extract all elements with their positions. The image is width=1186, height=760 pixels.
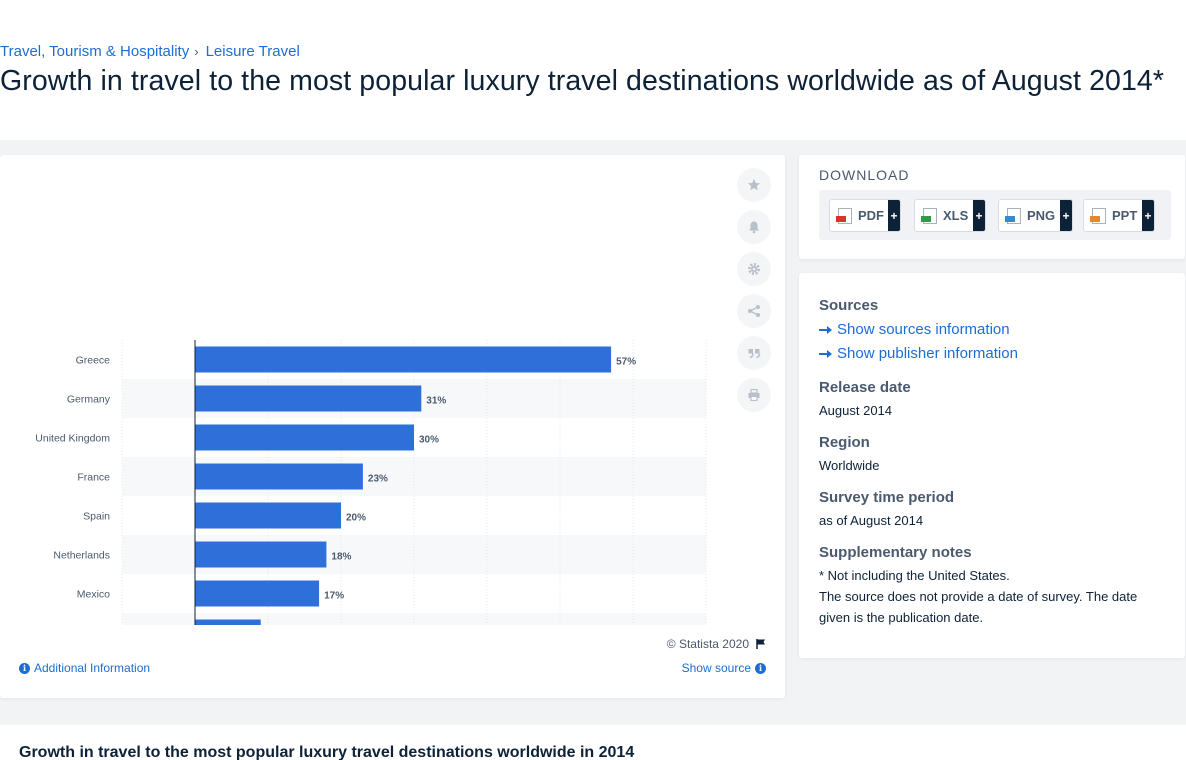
download-png-button[interactable]: PNG + [998,199,1073,232]
gear-icon[interactable] [737,252,771,286]
share-icon[interactable] [737,294,771,328]
pdf-file-icon [836,207,852,224]
bar [195,580,320,607]
bar [195,541,327,568]
breadcrumb: Travel, Tourism & Hospitality › Leisure … [0,43,300,60]
png-file-icon [1005,207,1021,224]
bar [195,385,422,412]
data-label: 23% [368,474,388,485]
data-label: 30% [419,435,439,446]
download-ppt-button[interactable]: PPT + [1083,199,1155,232]
category-label: Netherlands [53,550,110,562]
breadcrumb-link-travel[interactable]: Travel, Tourism & Hospitality [0,43,190,60]
region-value: Worldwide [819,458,880,473]
bottom-section [0,725,1186,760]
plus-icon: + [888,200,900,231]
download-card: DOWNLOAD PDF + XLS + PNG + PPT + [799,155,1185,259]
region-heading: Region [819,434,870,451]
category-label: United Kingdom [35,433,110,445]
chart-card: Greece 57% Germany 31% United Kingdom 30% Fran… [0,155,785,698]
xls-file-icon [921,207,937,224]
download-buttons: PDF + XLS + PNG + PPT + [819,190,1171,240]
statistic-info-card: Sources Show sources information Show pu… [799,273,1185,658]
bar [195,502,341,529]
info-icon: i [755,662,766,674]
ppt-file-icon [1090,207,1106,224]
data-label: 20% [346,513,366,524]
flag-icon[interactable] [755,638,767,650]
bell-icon[interactable] [737,210,771,244]
plus-icon: + [973,200,985,231]
show-source-label: Show source [681,661,751,675]
download-png-label: PNG [1027,208,1056,223]
sources-heading: Sources [819,297,879,314]
data-label: 31% [426,396,446,407]
copyright-notice: © Statista 2020 [667,637,767,651]
category-label: Germany [67,394,111,406]
plus-icon: + [1060,200,1072,231]
bar [195,346,612,373]
download-pdf-button[interactable]: PDF + [829,199,901,232]
copyright-text: © Statista 2020 [666,637,749,651]
arrow-right-icon [819,349,832,358]
quote-icon[interactable] [737,336,771,370]
download-title: DOWNLOAD [819,167,910,183]
arrow-right-icon [819,325,832,334]
download-ppt-label: PPT [1112,208,1138,223]
info-icon: i [19,662,30,674]
data-label: 57% [616,357,636,368]
show-source-link[interactable]: Show source i [682,661,766,675]
bar [195,424,414,451]
bar [195,619,261,625]
supplementary-note-2: The source does not provide a date of su… [819,589,1138,625]
additional-info-label: Additional Information [34,661,151,675]
bottom-section-title: Growth in travel to the most popular lux… [19,744,635,760]
chart-toolbar [737,168,773,420]
show-sources-link[interactable]: Show sources information [819,321,1010,338]
show-sources-label: Show sources information [837,321,1010,338]
show-publisher-label: Show publisher information [837,345,1018,362]
star-icon[interactable] [737,168,771,202]
breadcrumb-separator: › [194,44,199,59]
top-bar [0,0,1186,36]
data-label: 17% [324,591,344,602]
download-xls-button[interactable]: XLS + [914,199,986,232]
additional-info-link[interactable]: i Additional Information [19,661,150,675]
breadcrumb-link-leisure[interactable]: Leisure Travel [205,43,300,60]
release-date-heading: Release date [819,379,911,396]
data-label: 18% [331,552,351,563]
show-publisher-link[interactable]: Show publisher information [819,345,1018,362]
download-pdf-label: PDF [858,208,884,223]
plus-icon: + [1142,200,1154,231]
supplementary-note-1: * Not including the United States. [819,568,1010,583]
category-label: Mexico [77,589,110,601]
page-title: Growth in travel to the most popular lux… [0,65,1165,97]
bar-chart: Greece 57% Germany 31% United Kingdom 30% Fran… [35,340,707,625]
release-date-value: August 2014 [819,403,893,418]
survey-period-value: as of August 2014 [819,513,924,528]
category-label: France [77,472,110,484]
category-label: Spain [83,511,110,523]
print-icon[interactable] [737,378,771,412]
survey-period-heading: Survey time period [819,489,955,506]
bar [195,463,363,490]
supplementary-notes-heading: Supplementary notes [819,544,972,561]
category-label: Greece [76,355,111,367]
download-xls-label: XLS [943,208,969,223]
